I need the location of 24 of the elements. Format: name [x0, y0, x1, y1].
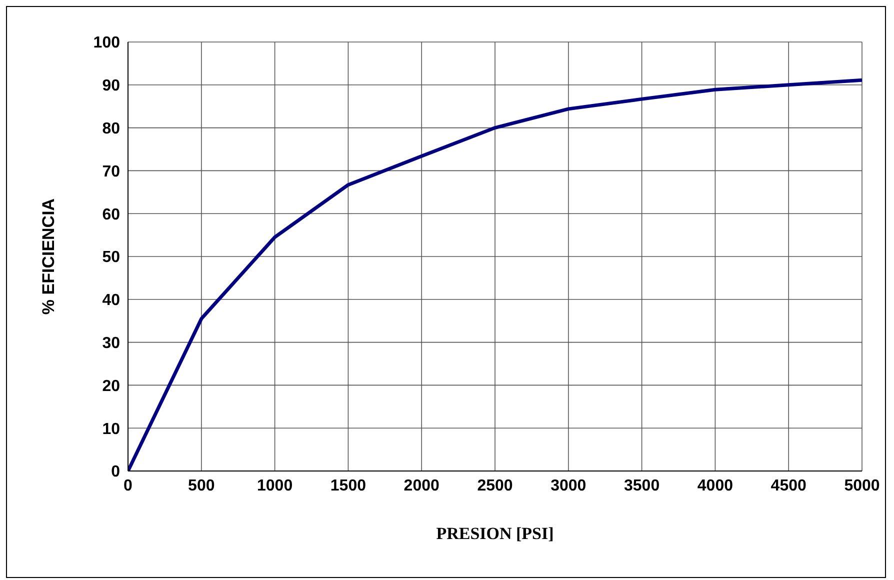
y-tick-label: 50: [102, 249, 120, 266]
y-tick-label: 20: [102, 378, 120, 395]
y-tick-label: 30: [102, 334, 120, 352]
x-tick-label: 1000: [257, 477, 293, 494]
y-tick-label: 100: [93, 34, 120, 52]
x-tick-label: 5000: [844, 477, 880, 494]
y-tick-label: 90: [102, 78, 120, 95]
x-tick-label: 2000: [404, 477, 440, 494]
x-axis-title: PRESION [PSI]: [436, 524, 554, 543]
y-tick-label: 60: [102, 206, 120, 224]
x-tick-label: 1500: [330, 477, 366, 494]
x-tick-label: 2500: [477, 477, 513, 494]
y-tick-label: 0: [111, 464, 120, 481]
x-tick-label: 3000: [550, 477, 586, 494]
y-axis-title: % EFICIENCIA: [39, 198, 58, 315]
x-tick-label: 500: [188, 477, 215, 494]
x-tick-label: 0: [124, 477, 133, 494]
y-tick-label: 80: [102, 120, 120, 138]
y-tick-label: 40: [102, 292, 120, 310]
x-tick-label: 4500: [770, 477, 806, 494]
x-tick-label: 3500: [624, 477, 660, 494]
x-tick-label: 4000: [697, 477, 734, 494]
y-tick-label: 70: [102, 163, 120, 180]
y-tick-label: 10: [102, 420, 120, 438]
